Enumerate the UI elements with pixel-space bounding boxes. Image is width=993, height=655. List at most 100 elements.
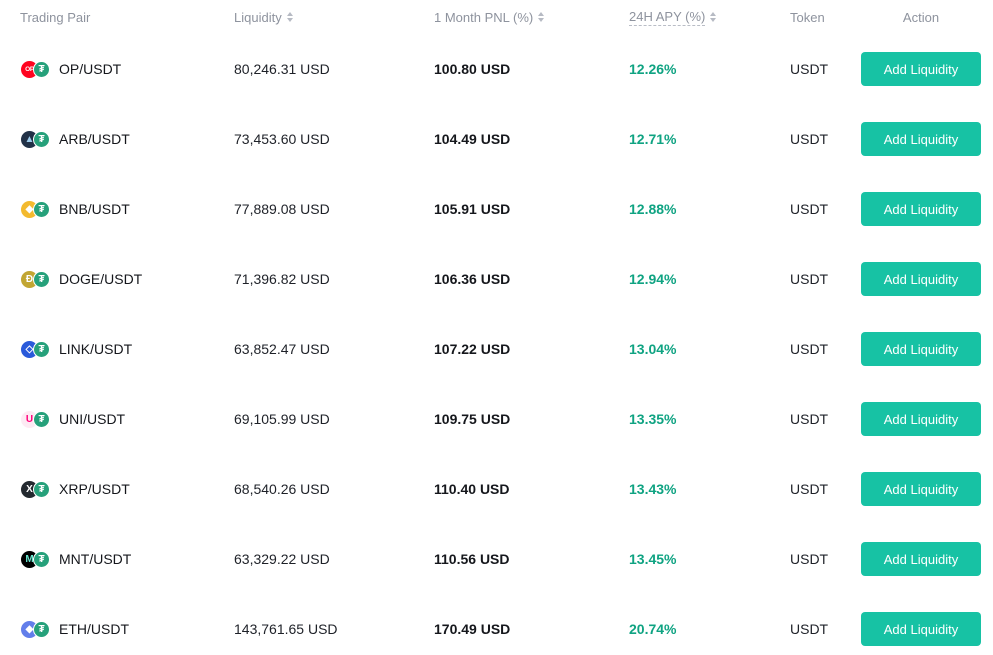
pnl-value: 107.22 USD — [434, 341, 511, 357]
action-cell: Add Liquidity — [861, 472, 981, 506]
token-label: USDT — [790, 621, 829, 637]
column-header-1-month-pnl[interactable]: 1 Month PNL (%) — [434, 10, 629, 25]
add-liquidity-button[interactable]: Add Liquidity — [861, 612, 981, 646]
token-label: USDT — [790, 201, 829, 217]
trading-pair-label: UNI/USDT — [59, 411, 126, 427]
liquidity-value: 80,246.31 USD — [234, 61, 330, 77]
column-header-label: 24H APY (%) — [629, 8, 706, 26]
liquidity-value: 69,105.99 USD — [234, 411, 330, 427]
action-cell: Add Liquidity — [861, 332, 981, 366]
table-row: U ₮ UNI/USDT 69,105.99 USD 109.75 USD 13… — [0, 384, 993, 454]
apy-value: 12.94% — [629, 271, 677, 287]
trading-pair-label: LINK/USDT — [59, 341, 133, 357]
usdt-coin-icon: ₮ — [33, 410, 50, 428]
column-header-trading-pair: Trading Pair — [20, 10, 234, 25]
usdt-coin-icon: ₮ — [33, 60, 50, 78]
liquidity-value: 143,761.65 USD — [234, 621, 338, 637]
column-header-liquidity[interactable]: Liquidity — [234, 10, 434, 25]
apy-value: 13.35% — [629, 411, 677, 427]
coin-pair-icon: ◆ ₮ — [20, 619, 50, 639]
trading-pair-cell: ◇ ₮ LINK/USDT — [20, 339, 234, 359]
table-header: Trading Pair Liquidity 1 Month PNL (%) 2… — [0, 0, 993, 34]
apy-value: 12.26% — [629, 61, 677, 77]
usdt-coin-icon: ₮ — [33, 480, 50, 498]
trading-pair-label: BNB/USDT — [59, 201, 130, 217]
coin-pair-icon: M ₮ — [20, 549, 50, 569]
coin-pair-icon: U ₮ — [20, 409, 50, 429]
add-liquidity-button[interactable]: Add Liquidity — [861, 542, 981, 576]
column-header-24h-apy[interactable]: 24H APY (%) — [629, 9, 790, 26]
column-header-action: Action — [861, 10, 981, 25]
coin-pair-icon: ▲ ₮ — [20, 129, 50, 149]
trading-pair-label: MNT/USDT — [59, 551, 132, 567]
usdt-coin-icon: ₮ — [33, 130, 50, 148]
column-header-label: Action — [902, 9, 940, 25]
action-cell: Add Liquidity — [861, 612, 981, 646]
column-header-label: Token — [790, 9, 825, 25]
table-body: OP ₮ OP/USDT 80,246.31 USD 100.80 USD 12… — [0, 34, 993, 655]
pnl-value: 105.91 USD — [434, 201, 511, 217]
table-row: Ð ₮ DOGE/USDT 71,396.82 USD 106.36 USD 1… — [0, 244, 993, 314]
token-label: USDT — [790, 271, 829, 287]
pnl-value: 100.80 USD — [434, 61, 511, 77]
action-cell: Add Liquidity — [861, 402, 981, 436]
usdt-coin-icon: ₮ — [33, 620, 50, 638]
apy-value: 13.04% — [629, 341, 677, 357]
table-row: ▲ ₮ ARB/USDT 73,453.60 USD 104.49 USD 12… — [0, 104, 993, 174]
trading-pair-cell: U ₮ UNI/USDT — [20, 409, 234, 429]
trading-pair-cell: M ₮ MNT/USDT — [20, 549, 234, 569]
action-cell: Add Liquidity — [861, 192, 981, 226]
add-liquidity-button[interactable]: Add Liquidity — [861, 52, 981, 86]
apy-value: 20.74% — [629, 621, 677, 637]
coin-pair-icon: OP ₮ — [20, 59, 50, 79]
sort-arrows-icon[interactable] — [710, 12, 717, 22]
coin-pair-icon: ◇ ₮ — [20, 339, 50, 359]
liquidity-value: 71,396.82 USD — [234, 271, 330, 287]
add-liquidity-button[interactable]: Add Liquidity — [861, 402, 981, 436]
coin-pair-icon: Ð ₮ — [20, 269, 50, 289]
add-liquidity-button[interactable]: Add Liquidity — [861, 472, 981, 506]
liquidity-value: 68,540.26 USD — [234, 481, 330, 497]
trading-pair-cell: ▲ ₮ ARB/USDT — [20, 129, 234, 149]
column-header-label: Trading Pair — [20, 9, 91, 25]
add-liquidity-button[interactable]: Add Liquidity — [861, 192, 981, 226]
table-row: OP ₮ OP/USDT 80,246.31 USD 100.80 USD 12… — [0, 34, 993, 104]
table-row: M ₮ MNT/USDT 63,329.22 USD 110.56 USD 13… — [0, 524, 993, 594]
add-liquidity-button[interactable]: Add Liquidity — [861, 262, 981, 296]
sort-arrows-icon[interactable] — [286, 12, 293, 22]
apy-value: 13.43% — [629, 481, 677, 497]
apy-value: 12.71% — [629, 131, 677, 147]
table-row: ◆ ₮ BNB/USDT 77,889.08 USD 105.91 USD 12… — [0, 174, 993, 244]
trading-pair-cell: ◆ ₮ ETH/USDT — [20, 619, 234, 639]
action-cell: Add Liquidity — [861, 262, 981, 296]
token-label: USDT — [790, 131, 829, 147]
trading-pair-label: DOGE/USDT — [59, 271, 143, 287]
liquidity-value: 63,329.22 USD — [234, 551, 330, 567]
add-liquidity-button[interactable]: Add Liquidity — [861, 122, 981, 156]
apy-value: 12.88% — [629, 201, 677, 217]
trading-pair-label: XRP/USDT — [59, 481, 130, 497]
action-cell: Add Liquidity — [861, 52, 981, 86]
liquidity-value: 63,852.47 USD — [234, 341, 330, 357]
trading-pair-cell: ◆ ₮ BNB/USDT — [20, 199, 234, 219]
pnl-value: 110.56 USD — [434, 551, 510, 567]
liquidity-value: 77,889.08 USD — [234, 201, 330, 217]
pnl-value: 170.49 USD — [434, 621, 511, 637]
action-cell: Add Liquidity — [861, 542, 981, 576]
usdt-coin-icon: ₮ — [33, 340, 50, 358]
table-row: X ₮ XRP/USDT 68,540.26 USD 110.40 USD 13… — [0, 454, 993, 524]
trading-pair-label: ETH/USDT — [59, 621, 129, 637]
apy-value: 13.45% — [629, 551, 677, 567]
usdt-coin-icon: ₮ — [33, 270, 50, 288]
trading-pair-cell: OP ₮ OP/USDT — [20, 59, 234, 79]
coin-pair-icon: ◆ ₮ — [20, 199, 50, 219]
column-header-token: Token — [790, 10, 861, 25]
sort-arrows-icon[interactable] — [538, 12, 545, 22]
pnl-value: 110.40 USD — [434, 481, 510, 497]
add-liquidity-button[interactable]: Add Liquidity — [861, 332, 981, 366]
pnl-value: 109.75 USD — [434, 411, 511, 427]
token-label: USDT — [790, 341, 829, 357]
table-row: ◆ ₮ ETH/USDT 143,761.65 USD 170.49 USD 2… — [0, 594, 993, 655]
column-header-label: 1 Month PNL (%) — [434, 9, 534, 25]
usdt-coin-icon: ₮ — [33, 200, 50, 218]
